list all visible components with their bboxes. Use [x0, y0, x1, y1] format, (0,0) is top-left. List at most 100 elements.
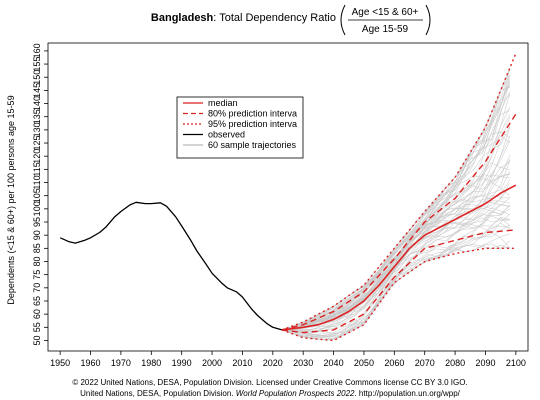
plot-frame [47, 42, 529, 352]
median-line [281, 184, 517, 331]
legend-label: 60 sample trajectories [208, 140, 297, 150]
legend-label: median [208, 98, 238, 108]
y-tick-label: 155 [32, 57, 42, 72]
sample-trajectory [281, 110, 510, 331]
x-tick-label: 2010 [232, 358, 252, 368]
footer-source: United Nations, DESA, Population Divisio… [80, 389, 461, 398]
footer-copyright: © 2022 United Nations, DESA, Population … [72, 378, 467, 387]
sample-trajectory [281, 140, 511, 331]
y-tick-label: 145 [32, 83, 42, 98]
sample-trajectory [281, 243, 510, 338]
title-numerator: Age <15 & 60+ [352, 7, 419, 18]
pi80-line [281, 113, 517, 331]
sample-trajectory [281, 203, 510, 334]
sample-trajectory [281, 240, 510, 340]
x-tick-label: 1950 [50, 358, 70, 368]
legend-label: 95% prediction interva [208, 119, 297, 129]
x-tick-label: 2070 [415, 358, 435, 368]
y-tick-label: 75 [32, 270, 42, 280]
sample-trajectory [281, 68, 511, 331]
x-tick-label: 1980 [141, 358, 161, 368]
legend-label: observed [208, 130, 245, 140]
sample-trajectory [281, 136, 511, 331]
x-axis: 1950 1960 1970 1980 1990 2000 2010 2020 2030 2040… [50, 351, 526, 368]
x-tick-label: 2020 [263, 358, 283, 368]
sample-trajectory [281, 154, 511, 331]
y-tick-label: 105 [32, 188, 42, 203]
y-tick-label: 110 [32, 175, 42, 189]
y-tick-label: 50 [32, 335, 42, 345]
y-tick-label: 95 [32, 217, 42, 227]
y-tick-label: 130 [32, 122, 42, 137]
sample-trajectory [281, 81, 511, 331]
title-text: : Total Dependency Ratio [213, 12, 336, 24]
y-tick-label: 90 [32, 230, 42, 240]
sample-trajectory [281, 161, 510, 331]
y-tick-label: 120 [32, 149, 42, 164]
x-tick-label: 2000 [202, 358, 222, 368]
title-paren-left [340, 4, 346, 36]
observed-line [59, 201, 283, 331]
sample-trajectory [281, 68, 511, 331]
sample-trajectory [281, 86, 510, 331]
y-tick-label: 150 [32, 70, 42, 85]
sample-trajectory [281, 114, 511, 331]
sample-trajectory [281, 91, 511, 331]
y-tick-label: 135 [32, 109, 42, 124]
x-tick-label: 2040 [324, 358, 344, 368]
y-tick-label: 115 [32, 162, 42, 176]
sample-trajectory [281, 94, 510, 331]
y-axis-label: Dependents (<15 & 60+) per 100 persons a… [6, 95, 16, 304]
x-tick-label: 1970 [111, 358, 131, 368]
y-tick-label: 140 [32, 96, 42, 111]
chart-title: Bangladesh: Total Dependency Ratio Age <… [151, 4, 431, 36]
x-tick-label: 2030 [293, 358, 313, 368]
y-tick-label: 160 [32, 43, 42, 58]
sample-trajectory [281, 75, 511, 331]
y-tick-label: 80 [32, 256, 42, 266]
x-tick-label: 2090 [475, 358, 495, 368]
sample-trajectory [281, 174, 510, 334]
x-tick-label: 1990 [172, 358, 192, 368]
sample-trajectory [281, 179, 511, 331]
footer-source-suffix: . http://population.un.org/wpp/ [354, 389, 460, 398]
sample-trajectory [281, 160, 511, 331]
y-axis: 5055606570758085909510010511011512012513… [32, 43, 48, 346]
legend-label: 80% prediction interva [208, 109, 297, 119]
title-country: Bangladesh [151, 12, 214, 24]
series-lines [59, 53, 517, 342]
title-paren-right [425, 4, 431, 36]
sample-trajectory [281, 207, 510, 337]
y-tick-label: 60 [32, 309, 42, 319]
y-tick-label: 100 [32, 201, 42, 216]
x-tick-label: 2060 [384, 358, 404, 368]
title-denominator: Age 15-59 [362, 24, 409, 35]
sample-trajectory [281, 136, 510, 331]
y-tick-label: 55 [32, 322, 42, 332]
y-tick-label: 125 [32, 135, 42, 150]
sample-trajectories [281, 68, 511, 341]
y-tick-label: 70 [32, 283, 42, 293]
sample-trajectory [281, 93, 511, 331]
sample-trajectory [281, 68, 511, 331]
sample-trajectory [281, 216, 510, 331]
sample-trajectory [281, 78, 511, 331]
footer-source-title: World Population Prospects 2022 [236, 389, 355, 398]
sample-trajectory [281, 68, 511, 331]
sample-trajectory [281, 131, 510, 331]
legend-box [176, 96, 304, 159]
x-tick-label: 1960 [81, 358, 101, 368]
x-tick-label: 2050 [354, 358, 374, 368]
x-tick-label: 2080 [445, 358, 465, 368]
x-tick-label: 2100 [506, 358, 526, 368]
sample-trajectory [281, 75, 511, 331]
sample-trajectory [281, 81, 511, 331]
sample-trajectory [281, 187, 511, 333]
pi80-line [281, 229, 516, 334]
svg-text:Bangladesh: Total Dependency R: Bangladesh: Total Dependency Ratio [151, 12, 336, 24]
sample-trajectory [281, 214, 510, 331]
footer-source-prefix: United Nations, DESA, Population Divisio… [80, 389, 236, 398]
pi95-line [281, 53, 517, 331]
